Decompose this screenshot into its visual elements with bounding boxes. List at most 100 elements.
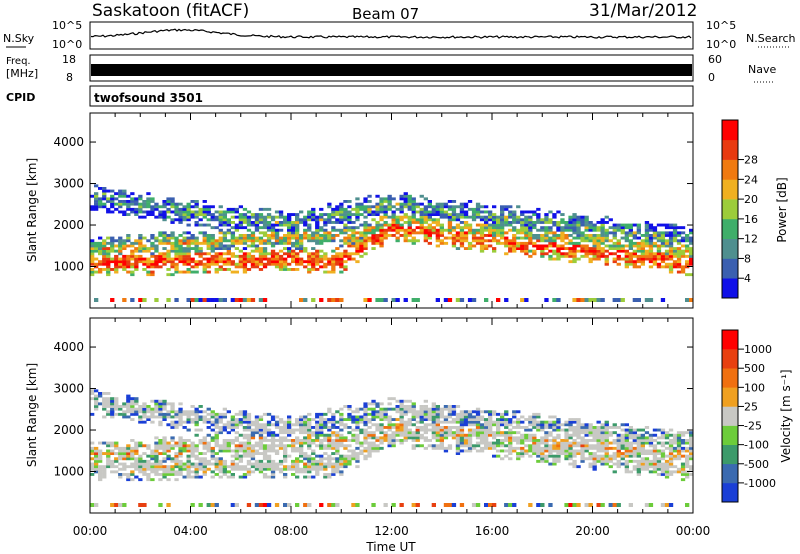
heatmap-cell — [166, 254, 171, 258]
heatmap-cell — [596, 428, 601, 432]
heatmap-cell — [379, 205, 384, 209]
heatmap-cell — [210, 262, 215, 266]
heatmap-cell — [680, 265, 686, 269]
heatmap-cell — [114, 260, 119, 264]
heatmap-cell — [311, 441, 316, 445]
heatmap-cell — [399, 426, 404, 429]
heatmap-cell — [118, 446, 123, 450]
heatmap-cell — [471, 298, 477, 302]
heatmap-cell — [648, 441, 654, 445]
heatmap-cell — [291, 439, 296, 442]
heatmap-cell — [636, 249, 641, 253]
heatmap-cell — [552, 462, 557, 466]
heatmap-cell — [459, 236, 465, 240]
heatmap-cell — [178, 221, 183, 224]
heatmap-cell — [327, 221, 332, 224]
heatmap-cell — [222, 268, 227, 271]
heatmap-cell — [471, 446, 477, 450]
heatmap-cell — [520, 446, 525, 450]
heatmap-cell — [544, 234, 549, 237]
heatmap-cell — [632, 452, 637, 455]
heatmap-cell — [178, 459, 183, 463]
heatmap-cell — [415, 420, 420, 424]
heatmap-cell — [222, 426, 227, 429]
y-tick-label: 2000 — [53, 423, 84, 437]
heatmap-cell — [588, 503, 593, 507]
heatmap-cell — [158, 402, 163, 406]
heatmap-cell — [592, 247, 597, 250]
heatmap-cell — [266, 428, 272, 432]
heatmap-cell — [323, 452, 328, 455]
heatmap-cell — [455, 441, 461, 445]
heatmap-cell — [287, 234, 292, 237]
heatmap-cell — [339, 205, 344, 209]
heatmap-cell — [327, 257, 332, 261]
heatmap-cell — [242, 268, 248, 271]
heatmap-cell — [226, 470, 231, 474]
heatmap-cell — [367, 228, 372, 232]
heatmap-cell — [202, 467, 207, 471]
heatmap-cell — [548, 433, 553, 437]
heatmap-cell — [270, 415, 276, 419]
heatmap-cell — [488, 215, 493, 219]
heatmap-cell — [387, 428, 392, 432]
heatmap-cell — [403, 428, 408, 432]
heatmap-cell — [588, 433, 593, 437]
heatmap-cell — [339, 202, 344, 206]
heatmap-cell — [122, 192, 127, 196]
heatmap-cell — [612, 236, 617, 240]
heatmap-cell — [463, 234, 469, 237]
heatmap-cell — [564, 454, 569, 458]
heatmap-cell — [676, 257, 682, 261]
heatmap-cell — [435, 205, 440, 209]
heatmap-cell — [150, 205, 155, 209]
heatmap-cell — [475, 420, 481, 424]
heatmap-cell — [528, 428, 533, 432]
heatmap-cell — [600, 218, 605, 222]
heatmap-cell — [327, 454, 332, 458]
heatmap-cell — [552, 423, 557, 427]
heatmap-cell — [230, 454, 235, 458]
heatmap-cell — [327, 260, 332, 264]
heatmap-cell — [347, 213, 352, 216]
heatmap-cell — [407, 405, 412, 408]
heatmap-cell — [652, 459, 658, 463]
heatmap-cell — [238, 249, 243, 253]
heatmap-cell — [459, 221, 465, 224]
heatmap-cell — [588, 428, 593, 432]
heatmap-cell — [435, 239, 440, 243]
heatmap-cell — [335, 457, 340, 461]
heatmap-cell — [564, 428, 569, 432]
heatmap-cell — [689, 239, 694, 243]
heatmap-cell — [588, 454, 593, 458]
heatmap-cell — [94, 407, 99, 411]
heatmap-cell — [620, 298, 625, 302]
heatmap-cell — [544, 213, 549, 216]
heatmap-cell — [580, 454, 585, 458]
heatmap-cell — [170, 436, 175, 440]
heatmap-cell — [295, 446, 300, 450]
heatmap-cell — [278, 257, 284, 261]
heatmap-cell — [680, 268, 686, 271]
heatmap-cell — [680, 446, 686, 450]
heatmap-cell — [307, 467, 312, 471]
heatmap-cell — [431, 444, 436, 448]
heatmap-cell — [564, 439, 569, 442]
heatmap-cell — [202, 446, 207, 450]
heatmap-cell — [355, 236, 360, 240]
heatmap-cell — [552, 298, 557, 302]
heatmap-cell — [560, 226, 565, 230]
heatmap-cell — [303, 431, 308, 435]
heatmap-cell — [520, 236, 525, 240]
heatmap-cell — [660, 449, 666, 453]
heatmap-cell — [379, 298, 384, 302]
heatmap-cell — [114, 470, 119, 474]
heatmap-cell — [190, 205, 195, 209]
heatmap-cell — [170, 247, 175, 250]
heatmap-cell — [94, 446, 99, 450]
heatmap-cell — [266, 439, 272, 442]
heatmap-cell — [319, 236, 324, 240]
heatmap-cell — [419, 210, 424, 214]
heatmap-cell — [335, 446, 340, 450]
